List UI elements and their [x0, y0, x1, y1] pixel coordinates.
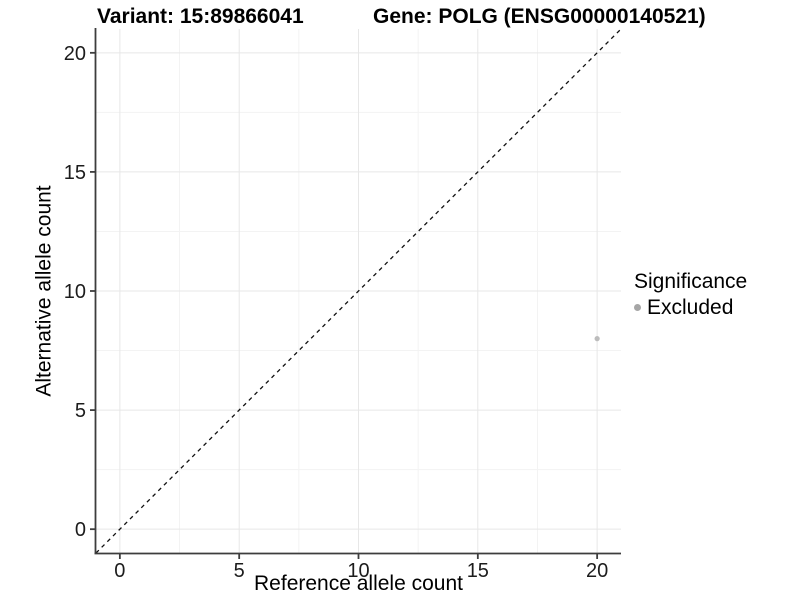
- y-tick-label: 15: [64, 162, 86, 184]
- y-tick-label: 0: [75, 519, 86, 541]
- legend-title: Significance: [634, 270, 748, 293]
- y-tick-label: 5: [75, 400, 86, 422]
- y-axis-title: Alternative allele count: [32, 185, 56, 397]
- x-axis-title: Reference allele count: [254, 572, 463, 595]
- data-points: [594, 336, 600, 342]
- legend: Significance Excluded: [634, 271, 747, 318]
- identity-line: [95, 28, 622, 554]
- plot-title-gene: Gene: POLG (ENSG00000140521): [373, 5, 706, 28]
- x-tick-label: 0: [114, 560, 125, 582]
- identity-dashed-line: [95, 28, 622, 554]
- legend-point-icon: [634, 304, 641, 311]
- legend-item-label: Excluded: [647, 296, 734, 319]
- x-tick-label: 10: [347, 560, 369, 582]
- legend-item-excluded: Excluded: [634, 297, 747, 318]
- data-point-excluded: [594, 336, 600, 342]
- tick-labels: 0 5 10 15 20 0 5 10 15 20: [64, 43, 609, 582]
- x-tick-label: 15: [467, 560, 489, 582]
- x-tick-label: 20: [586, 560, 608, 582]
- plot-title-variant: Variant: 15:89866041: [97, 5, 304, 28]
- axes: [90, 28, 621, 559]
- y-tick-label: 20: [64, 43, 86, 65]
- y-tick-label: 10: [64, 281, 86, 303]
- x-tick-label: 5: [234, 560, 245, 582]
